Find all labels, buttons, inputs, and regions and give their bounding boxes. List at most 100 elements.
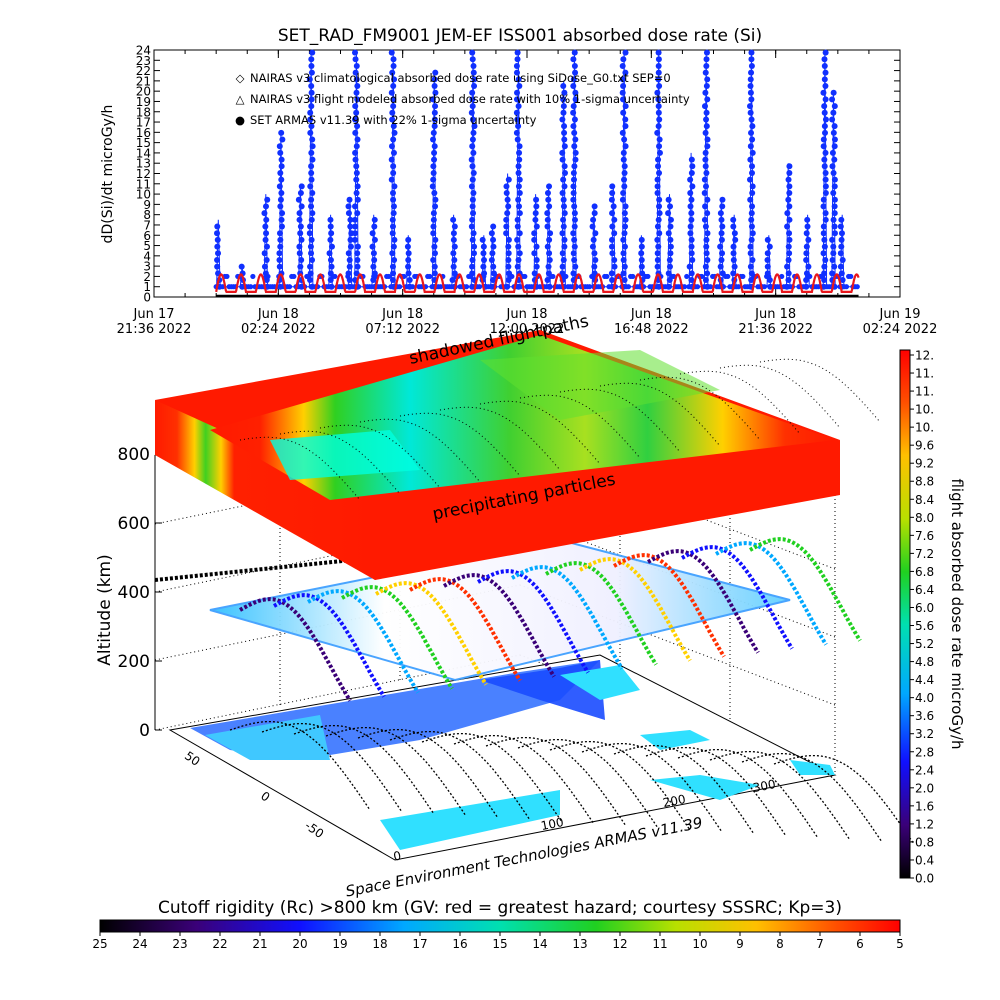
armas-point xyxy=(503,224,509,230)
armas-point xyxy=(452,244,458,250)
colorbar-tick-label: 7.6 xyxy=(915,529,934,543)
armas-point xyxy=(386,274,391,279)
legend-label: NAIRAS v3 climatological absorbed dose r… xyxy=(250,71,671,85)
rigidity-tick-label: 17 xyxy=(412,937,427,951)
armas-point xyxy=(390,224,396,230)
armas-point xyxy=(430,183,436,189)
armas-point xyxy=(308,203,314,209)
armas-point xyxy=(544,224,550,230)
armas-point xyxy=(620,130,626,136)
colorbar-tick-label: 7.2 xyxy=(915,547,934,561)
armas-point xyxy=(655,244,661,250)
dose-colorbar-ticks: 12.11.11.10.10.9.69.28.88.48.07.67.26.86… xyxy=(910,349,934,886)
armas-point xyxy=(533,203,539,209)
armas-point xyxy=(609,244,615,250)
armas-point xyxy=(354,257,360,263)
armas-point xyxy=(655,224,661,230)
armas-point xyxy=(749,170,755,176)
armas-point xyxy=(477,284,482,289)
armas-point xyxy=(785,197,791,203)
armas-point xyxy=(609,270,615,276)
armas-point xyxy=(747,177,753,183)
armas-point xyxy=(354,63,360,69)
armas-point xyxy=(821,137,827,143)
colorbar-tick-label: 2.0 xyxy=(915,781,934,795)
x-tick-label-time: 16:48 2022 xyxy=(614,322,689,337)
armas-point xyxy=(262,224,268,230)
armas-point xyxy=(717,244,723,250)
armas-point xyxy=(570,56,576,62)
armas-point xyxy=(750,230,756,236)
altitude-axis: 0200400600800 xyxy=(118,445,162,741)
armas-point xyxy=(821,157,827,163)
x-tick-label-time: 21:36 2022 xyxy=(117,322,192,337)
armas-point xyxy=(702,157,708,163)
armas-point xyxy=(308,163,314,169)
rigidity-tick-label: 19 xyxy=(332,937,347,951)
colorbar-tick-label: 0.4 xyxy=(915,853,934,867)
armas-point xyxy=(703,264,709,270)
armas-point xyxy=(656,63,662,69)
colorbar-tick-label: 10. xyxy=(915,421,934,435)
armas-point xyxy=(620,190,626,196)
armas-point xyxy=(821,264,827,270)
armas-point xyxy=(687,264,693,270)
armas-point xyxy=(655,264,661,270)
armas-point xyxy=(786,183,792,189)
x-tick-label-time: 02:24 2022 xyxy=(241,322,316,337)
armas-point xyxy=(831,170,837,176)
longitude-tick-label: 200 xyxy=(662,792,687,810)
armas-point xyxy=(702,177,708,183)
armas-point xyxy=(307,264,313,270)
armas-point xyxy=(516,170,522,176)
armas-point xyxy=(431,130,437,136)
armas-point xyxy=(821,197,827,203)
rigidity-tick-label: 5 xyxy=(896,937,904,951)
armas-point xyxy=(431,190,437,196)
armas-point xyxy=(532,217,538,223)
armas-point xyxy=(264,257,270,263)
armas-point xyxy=(656,170,662,176)
armas-point xyxy=(517,230,523,236)
rigidity-tick-label: 22 xyxy=(212,937,227,951)
armas-point xyxy=(279,137,285,143)
armas-point xyxy=(702,90,708,96)
rigidity-tick-label: 25 xyxy=(92,937,107,951)
armas-point xyxy=(469,183,475,189)
armas-point xyxy=(786,270,792,276)
armas-point xyxy=(277,183,283,189)
armas-point xyxy=(689,157,695,163)
rigidity-tick-label: 9 xyxy=(736,937,744,951)
armas-point xyxy=(654,130,660,136)
armas-point xyxy=(391,150,397,156)
armas-point xyxy=(279,163,285,169)
armas-point xyxy=(820,90,826,96)
armas-point xyxy=(407,277,413,283)
armas-point xyxy=(786,230,792,236)
armas-point xyxy=(657,150,663,156)
armas-point xyxy=(831,130,837,136)
armas-point xyxy=(562,143,568,149)
armas-point xyxy=(250,274,255,279)
armas-point xyxy=(719,237,725,243)
armas-point xyxy=(469,217,475,223)
armas-point xyxy=(611,217,617,223)
armas-point xyxy=(832,224,838,230)
precipitation-layer: precipitating particles shadowed flightp… xyxy=(155,311,880,580)
armas-point xyxy=(432,143,438,149)
armas-point xyxy=(688,217,694,223)
armas-point xyxy=(645,274,650,279)
armas-point xyxy=(704,96,710,102)
armas-point xyxy=(747,157,753,163)
armas-point xyxy=(506,250,512,256)
armas-point xyxy=(621,177,627,183)
dose-colorbar-label: flight absorbed dose rate microGy/h xyxy=(948,478,966,749)
armas-point xyxy=(561,203,567,209)
armas-point xyxy=(572,116,578,122)
armas-point xyxy=(749,63,755,69)
armas-point xyxy=(296,244,302,250)
armas-point xyxy=(278,197,284,203)
armas-point xyxy=(704,110,710,116)
armas-point xyxy=(731,244,737,250)
altitude-tick-label: 800 xyxy=(118,445,150,465)
